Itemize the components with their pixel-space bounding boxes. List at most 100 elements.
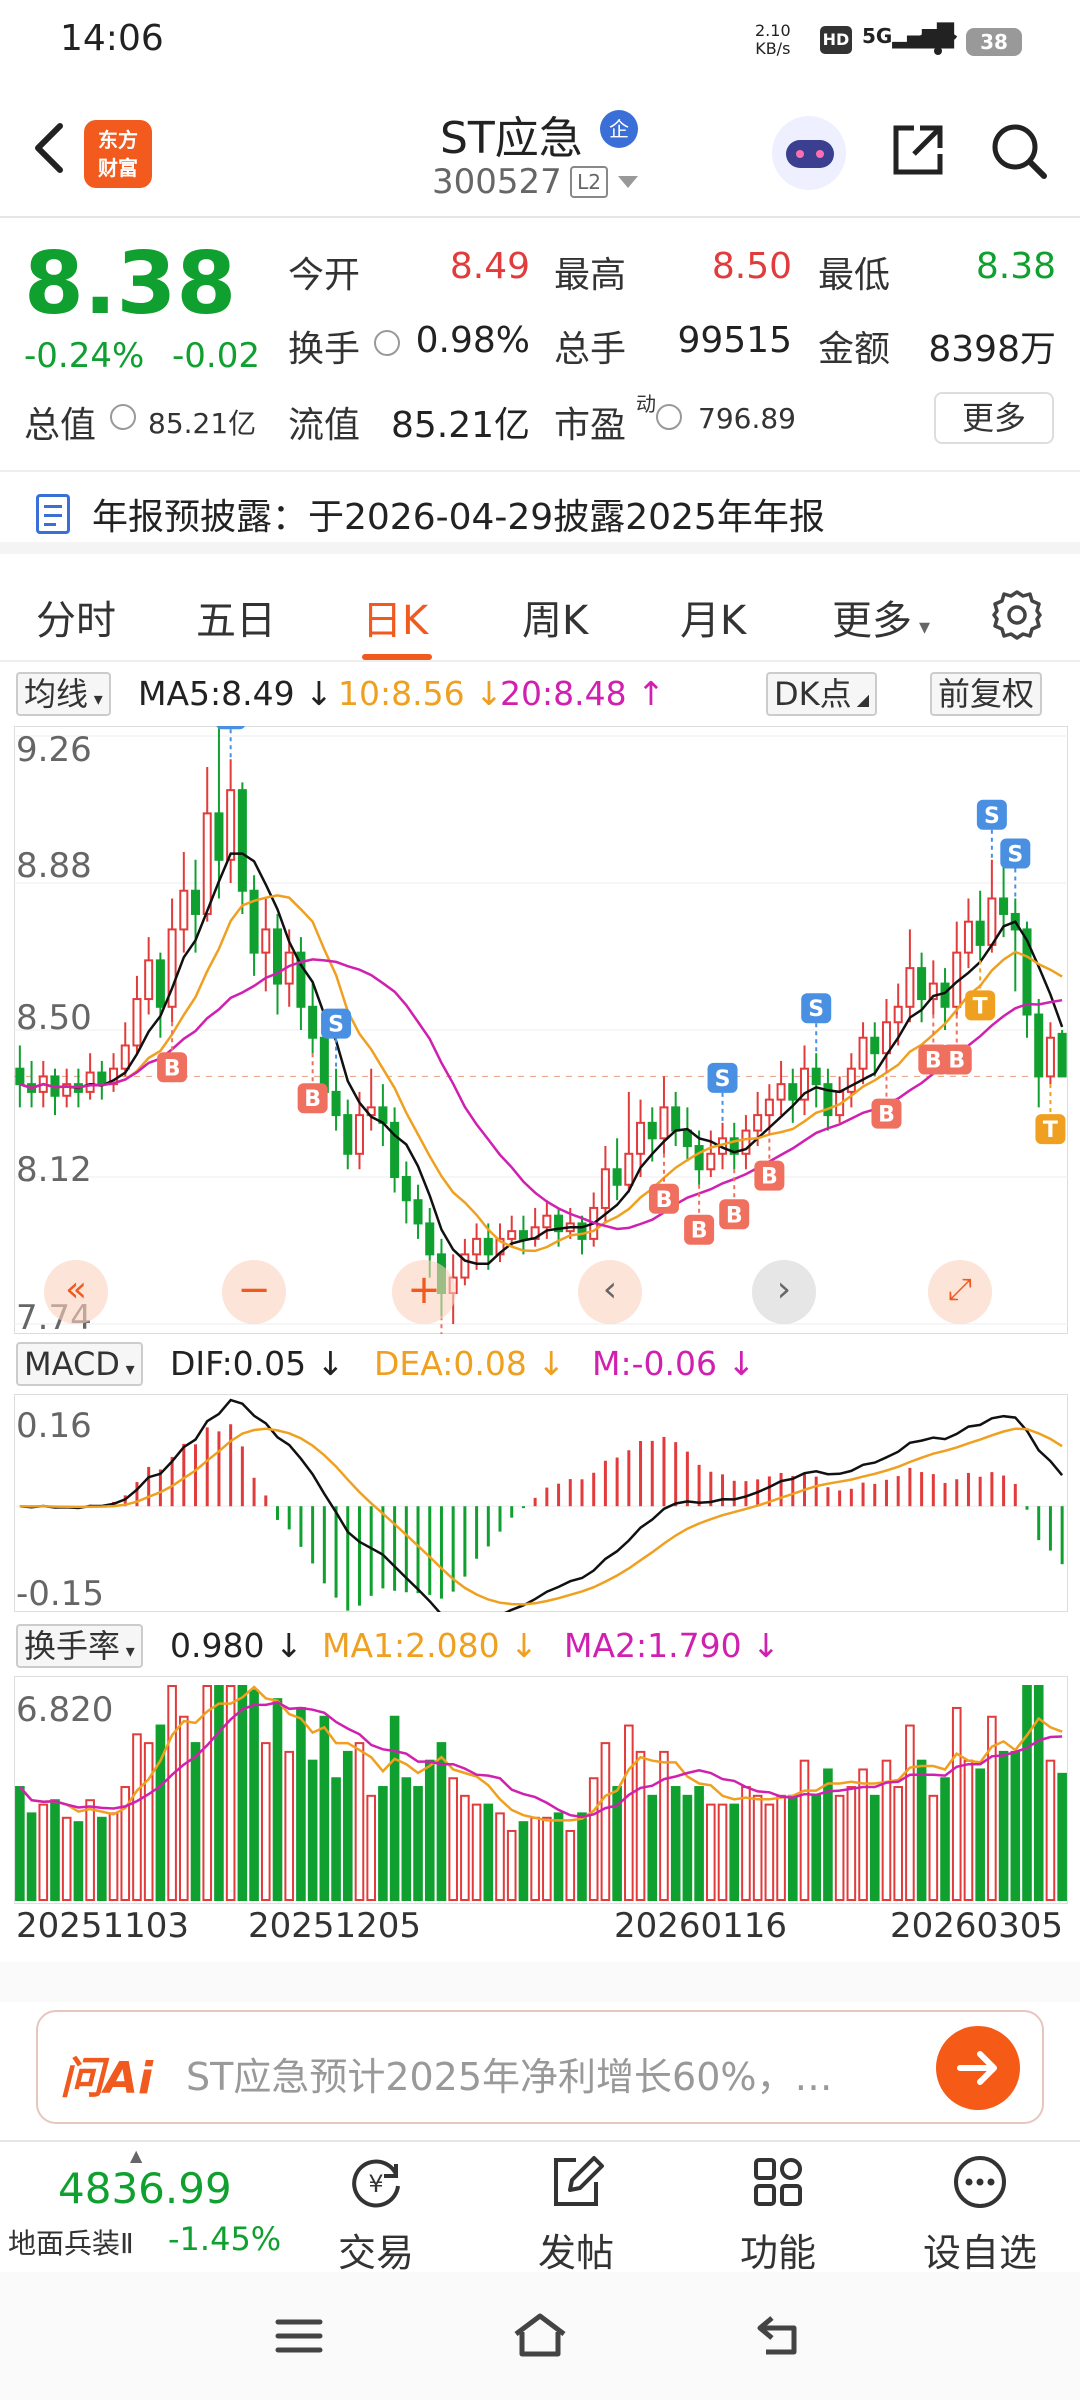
candle-body [179,889,189,931]
scroll-right-icon[interactable]: › [752,1260,816,1324]
turnover-select[interactable]: 换手率 ▾ [16,1624,143,1668]
k-axis-label-2: 8.88 [16,846,92,886]
nav-trade-label: 交易 [337,2231,414,2275]
nav-functions[interactable]: 功能 [708,2152,848,2277]
tab-five-day[interactable]: 五日 [196,598,276,644]
hd-icon: HD [820,26,852,54]
indicator-select[interactable]: 均线 ▾ [16,672,111,716]
turnover-bar [26,1812,37,1901]
more-button[interactable]: 更多 [934,392,1054,444]
turnover-bar [179,1715,189,1901]
turnover-bar [307,1759,318,1901]
tab-more[interactable]: 更多 ▾ [832,598,931,644]
turnover-bar [858,1768,868,1901]
turnover-ma2-line [18,1700,1063,1819]
app-logo[interactable]: 东方 财富 [84,120,152,188]
send-button[interactable] [936,2026,1020,2110]
fullscreen-icon[interactable]: ⤢ [928,1260,992,1324]
zoom-out-icon[interactable]: − [222,1260,286,1324]
tab-daily-k[interactable]: 日K [362,598,429,644]
menu-icon[interactable] [274,2316,324,2356]
signal-text: S [808,997,824,1022]
candle-body [62,1083,72,1097]
turnover-bar [834,1794,845,1901]
adjust-button[interactable]: 前复权 [930,672,1043,716]
nav-trade[interactable]: ¥ 交易 [306,2152,446,2277]
turnover-bar [846,1786,857,1901]
turnover-bar [108,1812,119,1901]
scroll-left-fast-icon[interactable]: « [44,1260,108,1324]
info-icon[interactable] [110,404,136,430]
chart-frame [14,1676,1068,1904]
macd-select[interactable]: MACD ▾ [16,1342,143,1386]
macd-chart[interactable] [14,1394,1068,1612]
notice-bar[interactable]: 年报预披露：于2026-04-29披露2025年年报 [0,470,1080,554]
k-axis-label-4: 8.12 [16,1150,92,1190]
candle-body [846,1067,856,1093]
current-price: 8.38 [24,234,237,334]
turnover-bar [471,1803,482,1901]
signal-text: B [761,1165,778,1190]
logo-line2: 财富 [98,156,138,180]
candle-body [624,1152,634,1186]
enterprise-badge: 企 [600,110,638,148]
tab-monthly-k[interactable]: 月K [680,598,747,644]
macd-dif-legend: DIF:0.05 ↓ [170,1344,345,1383]
turnover-bar [893,1786,903,1901]
chevron-down-icon[interactable] [618,176,638,188]
candle-body [811,1067,821,1086]
net-speed: 2.10 KB/s [755,22,791,58]
turnover-bar [167,1685,177,1901]
back-arrow-icon[interactable] [24,118,74,178]
search-icon[interactable] [988,120,1050,182]
turnover-bar [202,1685,213,1901]
high-label: 最高 [554,255,627,296]
gear-icon[interactable] [990,588,1044,642]
candle-body [518,1230,528,1240]
ai-query-bar[interactable]: 问Ai ST应急预计2025年净利增长60%，… [36,2010,1044,2124]
pe-label: 市盈 [554,405,627,446]
tab-weekly-k[interactable]: 周K [522,598,589,644]
volume-value: 99515 [677,320,792,361]
info-icon[interactable] [656,404,682,430]
nav-add-watchlist[interactable]: 设自选 [910,2152,1050,2277]
document-icon [36,494,70,534]
ai-logo: 问Ai [60,2053,154,2104]
edit-icon [554,2156,604,2206]
turnover-bar [588,1777,599,1901]
sector-index-value[interactable]: 4836.99 [58,2164,232,2213]
scroll-left-icon[interactable]: ‹ [578,1260,642,1324]
turnover-bar [729,1803,740,1901]
turnover-bar [85,1799,95,1901]
turnover-bar [635,1750,646,1901]
signal-badge [976,799,1007,830]
turnover-bar [366,1794,376,1901]
nav-post[interactable]: 发帖 [506,2152,646,2277]
open-value: 8.49 [449,246,530,287]
sector-index-name[interactable]: 地面兵装Ⅱ [8,2227,134,2260]
candle-body [706,1152,716,1171]
zoom-in-icon[interactable]: + [392,1260,456,1324]
stock-code[interactable]: 300527 [432,162,562,202]
caret-up-icon: ▲ [130,2146,143,2165]
turnover-bar [787,1794,798,1901]
nav-add-watchlist-label: 设自选 [922,2231,1037,2275]
candle-body [1045,1036,1055,1078]
candlestick-chart[interactable]: SSBBSSSSBBBBBBTTBB [14,726,1068,1334]
dk-point-label: DK点 [774,675,852,713]
candle-body [858,1036,868,1070]
turnover-bar [577,1812,587,1901]
dk-point-select[interactable]: DK点 ◢ [766,672,878,716]
tab-intraday[interactable]: 分时 [36,598,116,644]
candle-body [764,1098,774,1117]
turnover-legend: 0.980 ↓ [170,1626,303,1665]
share-icon[interactable] [888,120,948,180]
level2-badge[interactable]: L2 [570,166,608,198]
home-icon[interactable] [510,2310,570,2360]
turnover-bar [237,1685,248,1901]
back-icon[interactable] [754,2312,804,2358]
signal-badge [965,990,996,1021]
info-icon[interactable] [374,330,400,356]
turnover-chart[interactable] [14,1676,1068,1904]
amount-value: 8398万 [928,329,1056,370]
